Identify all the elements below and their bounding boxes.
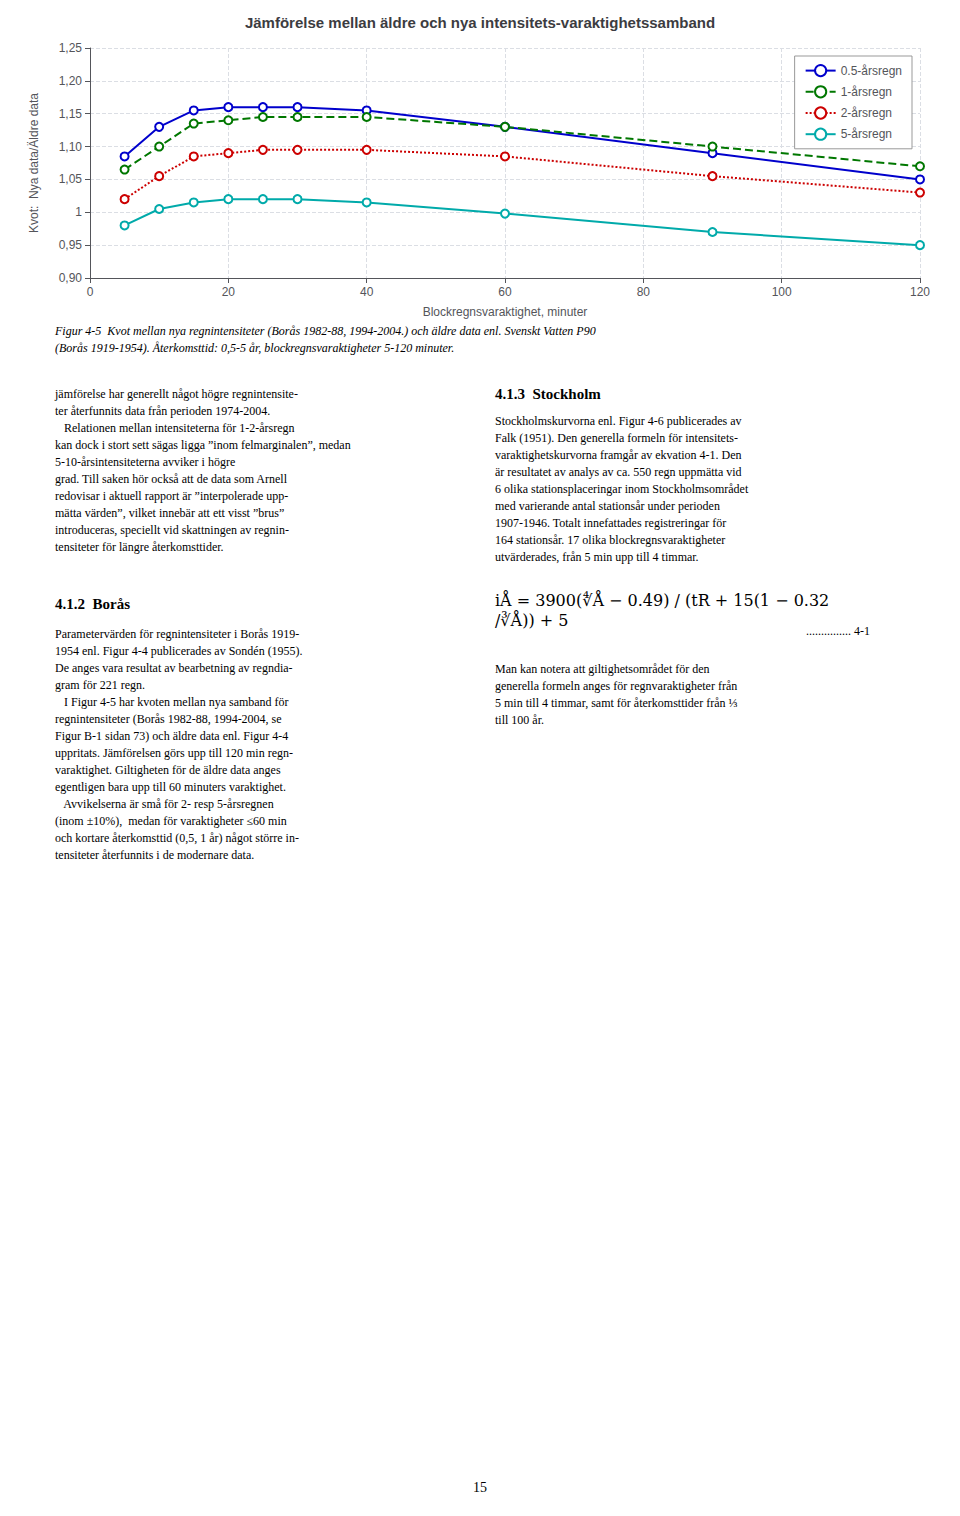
svg-text:1,05: 1,05 (59, 172, 83, 186)
svg-text:med varierande antal stationså: med varierande antal stationsår under pe… (495, 499, 720, 513)
svg-text:Avvikelserna är små för 2- res: Avvikelserna är små för 2- resp 5-årsreg… (55, 797, 274, 811)
svg-text:I Figur 4-5 har kvoten mellan: I Figur 4-5 har kvoten mellan nya samban… (55, 695, 289, 709)
svg-text:5 min till 4 timmar, samt för: 5 min till 4 timmar, samt för återkomstt… (495, 696, 737, 710)
svg-text:mätta värden”, vilket innebär: mätta värden”, vilket innebär att ett vi… (55, 506, 284, 520)
svg-text:gram för 221 regn.: gram för 221 regn. (55, 678, 145, 692)
svg-text:generella formeln anges för re: generella formeln anges för regnvaraktig… (495, 679, 737, 693)
svg-text:Kvot: Nya data/Äldre data: Kvot: Nya data/Äldre data (27, 93, 41, 233)
svg-text:(inom ±10%), medan för varakt: (inom ±10%), medan för varaktigheter ≤60… (55, 814, 287, 828)
svg-text:15: 15 (473, 1480, 487, 1495)
svg-text:40: 40 (360, 285, 374, 299)
svg-text:Stockholmskurvorna enl. Figur: Stockholmskurvorna enl. Figur 4-6 public… (495, 414, 742, 428)
svg-text:1-årsregn: 1-årsregn (841, 85, 892, 99)
svg-text:5-årsregn: 5-årsregn (841, 127, 892, 141)
svg-text:0: 0 (87, 285, 94, 299)
svg-text:De anges vara resultat av bear: De anges vara resultat av bearbetning av… (55, 661, 293, 675)
svg-text:0,90: 0,90 (59, 271, 83, 285)
svg-text:och kortare återkomsttid (0,5,: och kortare återkomsttid (0,5, 1 år) någ… (55, 831, 299, 845)
svg-text:............... 4-1: ............... 4-1 (806, 624, 870, 638)
svg-text:redovisar i aktuell rapport är: redovisar i aktuell rapport är ”interpol… (55, 489, 288, 503)
svg-text:Figur 4-5 Kvot mellan nya reg: Figur 4-5 Kvot mellan nya regnintensitet… (54, 324, 596, 338)
svg-text:5-10-årsintensiteterna avviker: 5-10-årsintensiteterna avviker i högre (55, 455, 235, 469)
svg-text:1,15: 1,15 (59, 107, 83, 121)
svg-text:tensiteter återfunnits i de mo: tensiteter återfunnits i de modernare da… (55, 848, 254, 862)
svg-text:1,25: 1,25 (59, 41, 83, 55)
svg-text:2-årsregn: 2-årsregn (841, 106, 892, 120)
svg-text:introduceras, speciellt vid sk: introduceras, speciellt vid skattningen … (55, 523, 289, 537)
svg-text:egentligen bara upp till 60 mi: egentligen bara upp till 60 minuters var… (55, 780, 286, 794)
svg-text:100: 100 (772, 285, 792, 299)
svg-text:kan dock i stort sett sägas li: kan dock i stort sett sägas ligga ”inom … (55, 438, 354, 452)
svg-text:0,95: 0,95 (59, 238, 83, 252)
svg-text:164 stationsår. 17 olika block: 164 stationsår. 17 olika blockregnsvarak… (495, 533, 725, 547)
svg-text:Man kan notera att giltighetso: Man kan notera att giltighetsområdet för… (495, 662, 710, 676)
svg-text:varaktighet. Giltigheten för d: varaktighet. Giltigheten för de äldre da… (55, 763, 281, 777)
svg-text:6 olika stationsplaceringar in: 6 olika stationsplaceringar inom Stockho… (495, 482, 749, 496)
svg-text:4.1.2 Borås: 4.1.2 Borås (55, 596, 130, 612)
svg-text:till 100 år.: till 100 år. (495, 713, 544, 727)
svg-text:1954 enl. Figur 4-4 publicerad: 1954 enl. Figur 4-4 publicerades av Sond… (55, 644, 303, 658)
svg-text:120: 120 (910, 285, 930, 299)
svg-text:/∛Å)) + 5: /∛Å)) + 5 (495, 610, 568, 630)
svg-text:uppritats. Jämförelsen görs up: uppritats. Jämförelsen görs upp till 120… (55, 746, 293, 760)
svg-text:0.5-årsregn: 0.5-årsregn (841, 64, 902, 78)
svg-text:iÅ = 3900(∜Å − 0.49) / (tR + 1: iÅ = 3900(∜Å − 0.49) / (tR + 15(1 − 0.32 (495, 590, 829, 610)
svg-text:1907-1946. Totalt innefattades: 1907-1946. Totalt innefattades registrer… (495, 516, 726, 530)
svg-text:grad. Till saken hör också att: grad. Till saken hör också att de data s… (55, 472, 288, 486)
svg-text:Falk (1951). Den generella for: Falk (1951). Den generella formeln för i… (495, 431, 738, 445)
svg-text:1: 1 (75, 205, 82, 219)
svg-text:jämförelse har generellt något: jämförelse har generellt något högre reg… (54, 387, 298, 401)
svg-text:60: 60 (498, 285, 512, 299)
svg-text:tensiteter för längre återkoms: tensiteter för längre återkomsttider. (55, 540, 224, 554)
svg-text:Jämförelse mellan äldre och ny: Jämförelse mellan äldre och nya intensit… (245, 14, 715, 31)
svg-text:80: 80 (637, 285, 651, 299)
svg-text:Parametervärden för regnintens: Parametervärden för regnintensiteter i B… (55, 627, 299, 641)
svg-text:Figur B-1 sidan 73) och äldre: Figur B-1 sidan 73) och äldre data enl. … (55, 729, 288, 743)
svg-text:Blockregnsvaraktighet, minuter: Blockregnsvaraktighet, minuter (423, 305, 588, 319)
svg-text:(Borås 1919-1954). Återkomstti: (Borås 1919-1954). Återkomsttid: 0,5-5 å… (55, 341, 454, 355)
svg-text:regnintensiteter (Borås 1982-8: regnintensiteter (Borås 1982-88, 1994-20… (55, 712, 282, 726)
svg-text:Relationen mellan intensiteter: Relationen mellan intensiteterna för 1-2… (55, 421, 295, 435)
svg-text:ter återfunnits data från peri: ter återfunnits data från perioden 1974-… (55, 404, 270, 418)
svg-text:är resultatet av analys av ca.: är resultatet av analys av ca. 550 regn … (495, 465, 742, 479)
svg-text:1,10: 1,10 (59, 140, 83, 154)
svg-text:4.1.3 Stockholm: 4.1.3 Stockholm (495, 386, 601, 402)
svg-text:varaktighetskurvorna framgår a: varaktighetskurvorna framgår av ekvation… (495, 448, 742, 462)
svg-text:1,20: 1,20 (59, 74, 83, 88)
svg-text:utvärderades, från 5 min upp t: utvärderades, från 5 min upp till 4 timm… (495, 550, 699, 564)
svg-text:20: 20 (222, 285, 236, 299)
